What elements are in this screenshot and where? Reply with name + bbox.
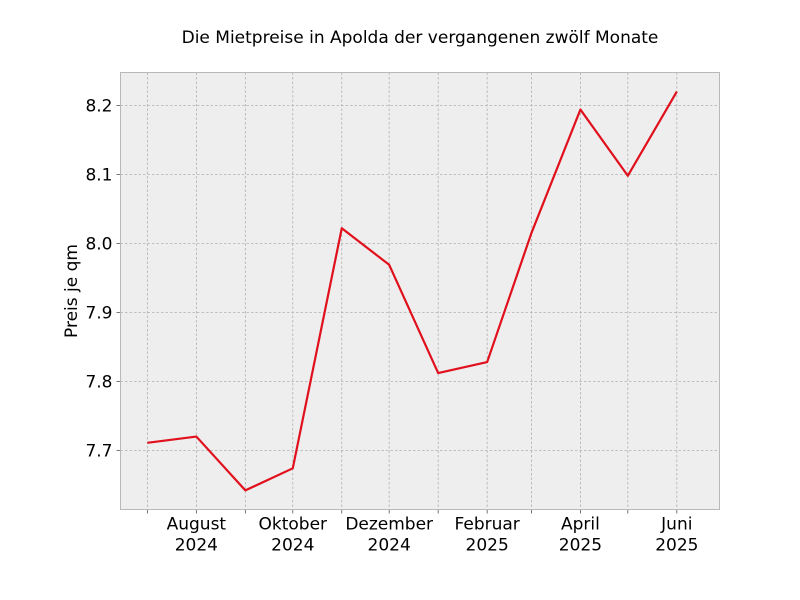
- grid-lines: [120, 72, 720, 510]
- series-lines: [147, 91, 678, 492]
- chart-title: Die Mietpreise in Apolda der vergangenen…: [182, 28, 659, 48]
- x-axis: August 2024 Oktober 2024 Dezember 2024 Februar…: [146, 509, 698, 556]
- y-tick-label: 7.7: [85, 441, 112, 461]
- x-tick-label: Dezember 2024: [345, 515, 433, 556]
- y-tick-label: 7.9: [85, 303, 112, 323]
- x-tick-label: Juni 2025: [655, 515, 698, 556]
- y-tick-label: 8.0: [85, 234, 112, 254]
- series-line: [147, 91, 678, 492]
- x-tick-label: August 2024: [167, 515, 227, 556]
- y-axis: 7.7 7.8 7.9 8.0 8.1 8.2: [85, 96, 121, 461]
- y-tick-label: 8.2: [85, 96, 112, 116]
- x-tick-label: Oktober 2024: [259, 515, 328, 556]
- x-tick-label: Februar 2025: [455, 515, 520, 556]
- plot-frame: [120, 72, 720, 510]
- x-tick-label: April 2025: [559, 515, 602, 556]
- y-tick-label: 8.1: [85, 165, 112, 185]
- y-axis-label: Preis je qm: [62, 244, 82, 338]
- plot-area: [120, 72, 720, 510]
- y-tick-label: 7.8: [85, 372, 112, 392]
